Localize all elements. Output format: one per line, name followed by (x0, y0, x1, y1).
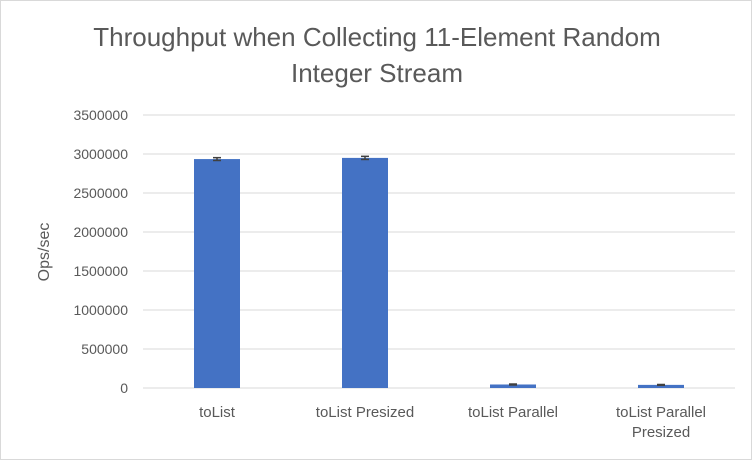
x-category-label: toList Presized (316, 404, 414, 421)
chart-title-line-2: Integer Stream (291, 58, 463, 88)
error-bar (361, 155, 369, 161)
y-axis-ticks: 0 500000 1000000 1500000 2000000 2500000 30000… (73, 107, 128, 396)
error-bar (509, 383, 517, 386)
y-tick-label: 3500000 (73, 107, 128, 123)
x-category-label-line: toList Presized (316, 404, 414, 421)
y-axis-label: Ops/sec (36, 223, 53, 282)
x-category-label: toList Parallel Presized (616, 404, 706, 441)
y-tick-label: 500000 (81, 341, 128, 357)
bar (342, 157, 388, 388)
x-category-label: toList (199, 404, 236, 421)
gridlines (143, 114, 735, 389)
error-bar (657, 383, 665, 387)
x-category-label-line: toList Parallel (468, 404, 558, 421)
y-tick-label: 3000000 (73, 146, 128, 162)
chart-title: Throughput when Collecting 11-Element Ra… (41, 19, 713, 91)
x-category-label-line: toList (199, 404, 236, 421)
y-tick-label: 2000000 (73, 224, 128, 240)
error-bar (213, 156, 221, 162)
x-category-label-line: Presized (632, 424, 690, 441)
y-tick-label: 2500000 (73, 185, 128, 201)
y-tick-label: 1000000 (73, 302, 128, 318)
x-category-label: toList Parallel (468, 404, 558, 421)
y-tick-label: 0 (120, 380, 128, 396)
error-bars (213, 155, 665, 387)
bar (194, 159, 240, 388)
x-axis-categories: toList toList Presized toList Parallel toLi… (199, 404, 706, 441)
bar (490, 384, 536, 388)
x-category-label-line: toList Parallel (616, 404, 706, 421)
bars (194, 157, 684, 388)
bar (638, 384, 684, 388)
y-tick-label: 1500000 (73, 263, 128, 279)
chart-title-line-1: Throughput when Collecting 11-Element Ra… (93, 22, 661, 52)
